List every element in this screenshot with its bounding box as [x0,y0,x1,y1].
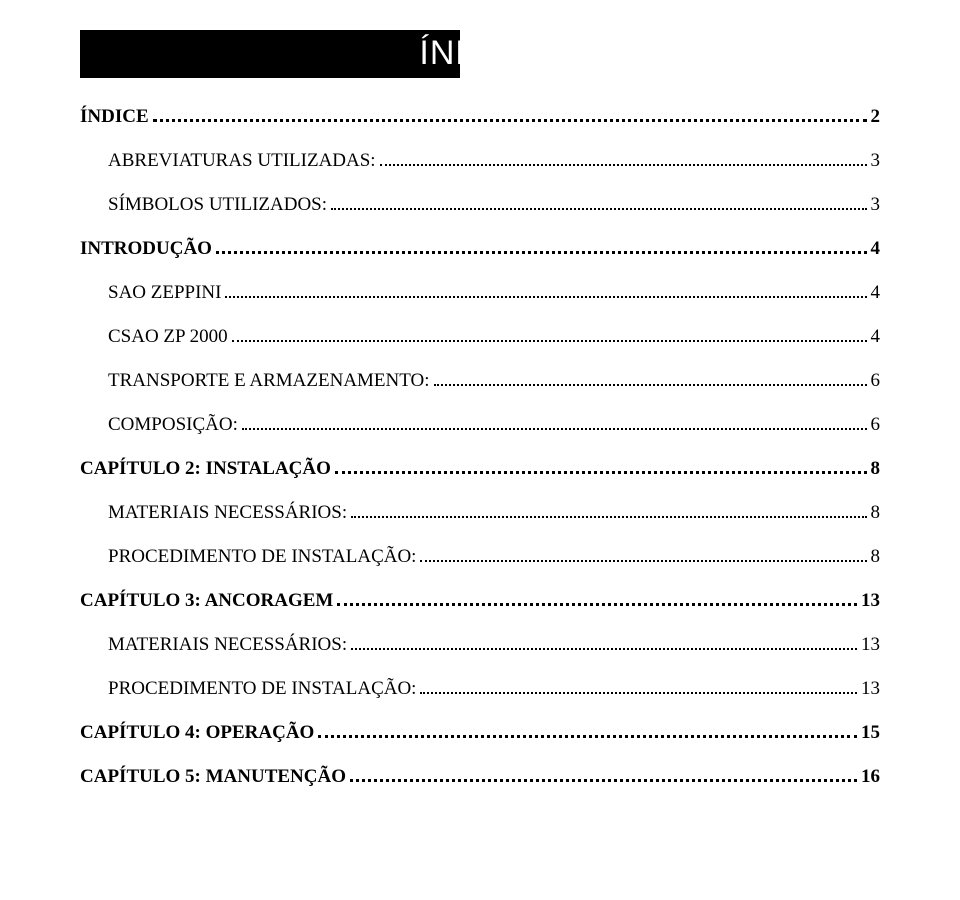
toc-entry: SÍMBOLOS UTILIZADOS: 3 [80,194,880,216]
toc-entry-page: 8 [871,458,881,480]
toc-entry-page: 15 [861,722,880,744]
toc-entry-label: CAPÍTULO 3: ANCORAGEM [80,590,333,612]
toc-entry-label: ÍNDICE [80,106,149,128]
toc-entry-label: SAO ZEPPINI [108,282,221,304]
toc-entry-label: CAPÍTULO 2: INSTALAÇÃO [80,458,331,480]
toc-entry-page: 4 [871,238,881,260]
toc-entry: CAPÍTULO 3: ANCORAGEM 13 [80,590,880,612]
toc-entry-label: MATERIAIS NECESSÁRIOS: [108,634,347,656]
toc-dot-leader [350,767,857,782]
toc-entry-label: ABREVIATURAS UTILIZADAS: [108,150,376,172]
toc-entry-page: 6 [871,414,881,436]
toc-entry: ABREVIATURAS UTILIZADAS: 3 [80,150,880,172]
toc-dot-leader [351,503,866,518]
toc-entry-label: CSAO ZP 2000 [108,326,228,348]
toc-entry-page: 13 [861,590,880,612]
toc-dot-leader [337,591,857,606]
toc-entry-page: 13 [861,634,880,656]
toc-entry: COMPOSIÇÃO: 6 [80,414,880,436]
toc-entry-label: CAPÍTULO 5: MANUTENÇÃO [80,766,346,788]
toc-dot-leader [153,107,867,122]
toc-entry-page: 8 [871,546,881,568]
header: ÍNDICE [80,30,880,78]
toc-entry: CAPÍTULO 5: MANUTENÇÃO 16 [80,766,880,788]
toc-dot-leader [420,679,857,694]
toc-entry: MATERIAIS NECESSÁRIOS: 8 [80,502,880,524]
toc-entry: SAO ZEPPINI 4 [80,282,880,304]
toc-dot-leader [420,547,866,562]
toc-entry: CSAO ZP 2000 4 [80,326,880,348]
toc-entry-label: SÍMBOLOS UTILIZADOS: [108,194,327,216]
toc-entry-page: 3 [871,150,881,172]
toc-entry-label: COMPOSIÇÃO: [108,414,238,436]
toc-entry: CAPÍTULO 4: OPERAÇÃO 15 [80,722,880,744]
toc-entry-label: TRANSPORTE E ARMAZENAMENTO: [108,370,430,392]
toc-entry-page: 3 [871,194,881,216]
toc-entry: INTRODUÇÃO 4 [80,238,880,260]
toc-dot-leader [242,415,867,430]
page-title: ÍNDICE [80,34,880,73]
toc-dot-leader [335,459,867,474]
toc-entry-page: 4 [871,282,881,304]
toc-entry: CAPÍTULO 2: INSTALAÇÃO 8 [80,458,880,480]
toc-dot-leader [380,151,867,166]
toc-dot-leader [351,635,857,650]
toc-dot-leader [434,371,867,386]
toc-entry: ÍNDICE 2 [80,106,880,128]
toc-entry-label: INTRODUÇÃO [80,238,212,260]
toc-dot-leader [225,283,866,298]
toc-dot-leader [232,327,867,342]
toc-dot-leader [216,239,867,254]
toc-entry-label: CAPÍTULO 4: OPERAÇÃO [80,722,314,744]
toc-entry-page: 8 [871,502,881,524]
toc-entry-label: MATERIAIS NECESSÁRIOS: [108,502,347,524]
toc-entry-page: 13 [861,678,880,700]
toc-entry-label: PROCEDIMENTO DE INSTALAÇÃO: [108,546,416,568]
toc-entry: PROCEDIMENTO DE INSTALAÇÃO: 8 [80,546,880,568]
toc-entry-page: 16 [861,766,880,788]
toc-entry-page: 4 [871,326,881,348]
toc-dot-leader [331,195,866,210]
toc-entry: MATERIAIS NECESSÁRIOS: 13 [80,634,880,656]
toc-entry: PROCEDIMENTO DE INSTALAÇÃO: 13 [80,678,880,700]
toc-dot-leader [318,723,857,738]
toc-entry-label: PROCEDIMENTO DE INSTALAÇÃO: [108,678,416,700]
toc-entry-page: 2 [871,106,881,128]
toc-entry: TRANSPORTE E ARMAZENAMENTO: 6 [80,370,880,392]
table-of-contents: ÍNDICE2ABREVIATURAS UTILIZADAS:3SÍMBOLOS… [80,106,880,788]
toc-entry-page: 6 [871,370,881,392]
